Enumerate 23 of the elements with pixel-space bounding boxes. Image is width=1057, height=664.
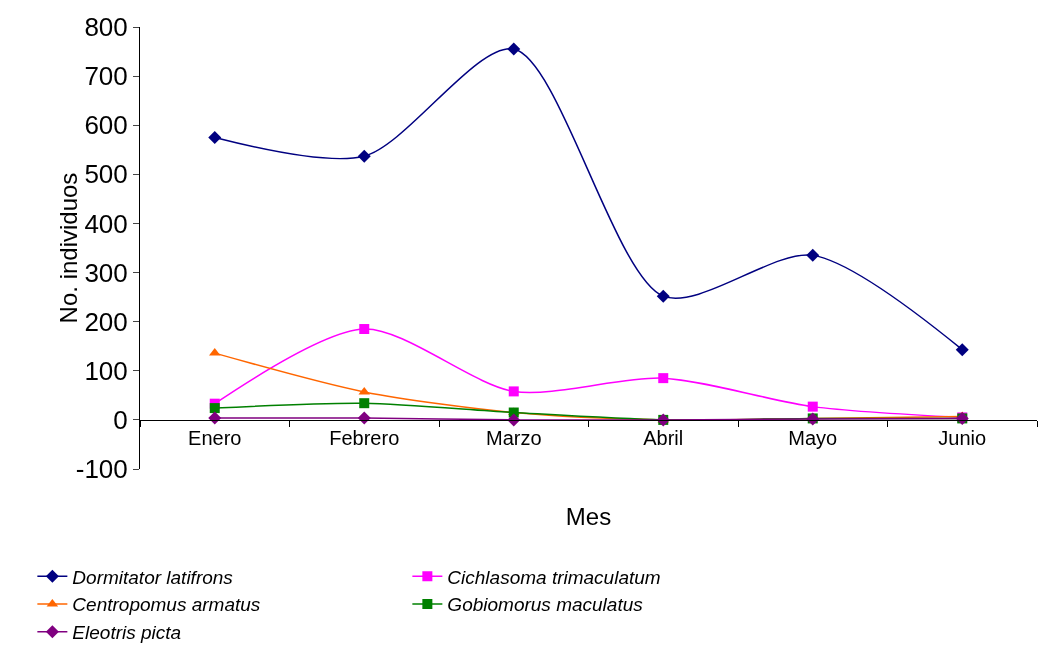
y-tick-label: 100	[84, 355, 128, 386]
y-axis-title: No. individuos	[55, 172, 83, 324]
x-tick-label: Abril	[643, 426, 684, 449]
x-tick-label: Marzo	[485, 426, 542, 449]
y-tick-label: -100	[75, 454, 128, 485]
legend-label: Eleotris picta	[72, 622, 182, 644]
x-tick-label: Enero	[188, 426, 242, 449]
y-tick-label: 400	[84, 208, 128, 239]
y-tick-label: 500	[84, 159, 128, 190]
x-axis-title: Mes	[565, 503, 612, 531]
legend-label: Dormitator latifrons	[72, 566, 234, 588]
x-tick-label: Febrero	[329, 426, 400, 449]
y-tick-label: 0	[113, 404, 128, 435]
x-tick-label: Mayo	[788, 426, 838, 449]
y-tick-label: 700	[84, 61, 128, 92]
y-tick-label: 200	[84, 306, 128, 337]
y-tick-label: 300	[84, 257, 128, 288]
y-tick-label: 800	[84, 12, 128, 43]
legend-label: Cichlasoma trimaculatum	[447, 566, 661, 588]
x-tick-label: Junio	[938, 426, 987, 449]
legend-label: Centropomus armatus	[72, 594, 261, 616]
legend-label: Gobiomorus maculatus	[447, 594, 644, 616]
y-tick-label: 600	[84, 110, 128, 141]
